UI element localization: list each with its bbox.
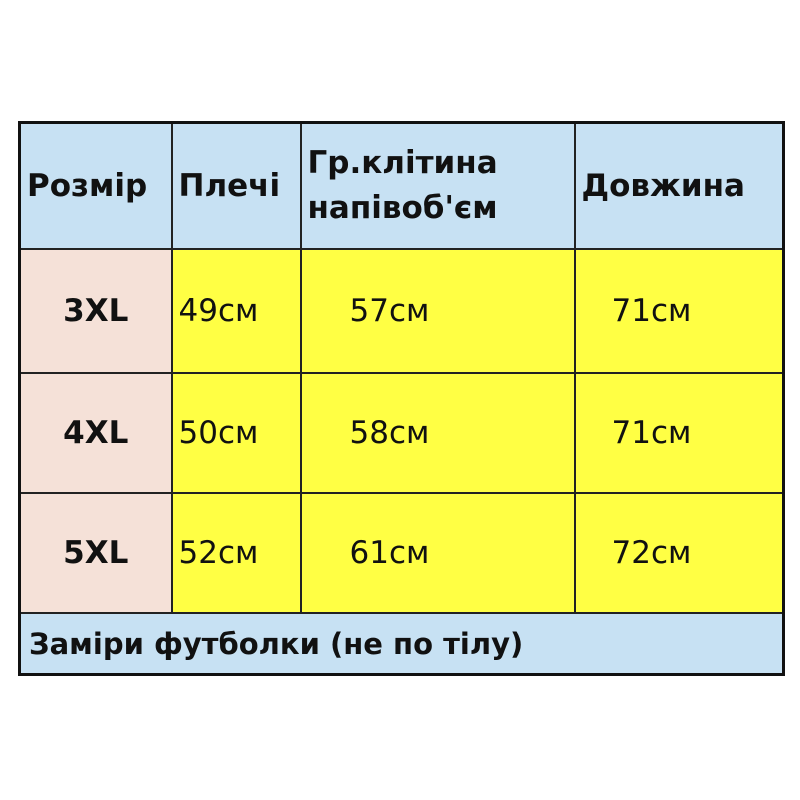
length-cell: 72см xyxy=(573,492,785,614)
size-chart-table: Розмір Плечі Гр.клітина напівоб'єм Довжи… xyxy=(18,121,785,676)
footer-note: Заміри футболки (не по тілу) xyxy=(18,612,785,676)
table-row: 3XL 49см 57см 71см xyxy=(18,248,785,374)
footer-row: Заміри футболки (не по тілу) xyxy=(18,612,785,676)
shoulders-cell: 50см xyxy=(170,372,302,494)
size-cell: 5XL xyxy=(18,492,173,614)
table-row: 4XL 50см 58см 71см xyxy=(18,372,785,494)
chest-cell: 58см xyxy=(299,372,576,494)
header-length: Довжина xyxy=(573,121,785,250)
header-size: Розмір xyxy=(18,121,173,250)
shoulders-cell: 49см xyxy=(170,248,302,374)
size-cell: 3XL xyxy=(18,248,173,374)
length-cell: 71см xyxy=(573,372,785,494)
header-shoulders: Плечі xyxy=(170,121,302,250)
chest-cell: 57см xyxy=(299,248,576,374)
size-cell: 4XL xyxy=(18,372,173,494)
table-row: 5XL 52см 61см 72см xyxy=(18,492,785,614)
shoulders-cell: 52см xyxy=(170,492,302,614)
header-chest: Гр.клітина напівоб'єм xyxy=(299,121,576,250)
header-row: Розмір Плечі Гр.клітина напівоб'єм Довжи… xyxy=(18,121,785,250)
length-cell: 71см xyxy=(573,248,785,374)
chest-cell: 61см xyxy=(299,492,576,614)
